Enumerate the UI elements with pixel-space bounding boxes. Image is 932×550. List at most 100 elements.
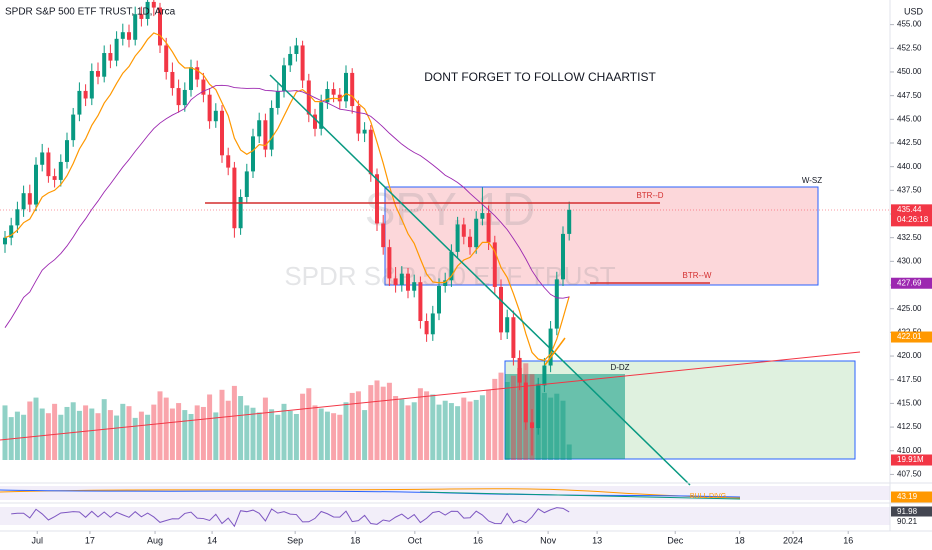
y-tick-label: 440.00 xyxy=(897,162,922,171)
volume-bar xyxy=(138,411,144,460)
candle-body xyxy=(356,106,361,134)
volume-bar xyxy=(498,372,504,460)
zone-label: BTR--W xyxy=(683,271,712,280)
price-tag xyxy=(891,204,932,227)
volume-bar xyxy=(424,391,430,460)
y-tick-label: 445.00 xyxy=(897,114,922,123)
y-tick-label: 417.50 xyxy=(897,375,922,384)
candle-body xyxy=(133,14,138,40)
candle-body xyxy=(40,152,45,165)
volume-bar xyxy=(486,389,492,460)
volume-bar xyxy=(306,388,312,460)
volume-bar xyxy=(492,378,498,460)
volume-bar xyxy=(393,396,399,460)
candle-body xyxy=(77,90,82,115)
candle-body xyxy=(170,71,175,89)
volume-bar xyxy=(504,382,510,460)
volume-bar xyxy=(169,408,175,460)
candle-body xyxy=(536,385,541,429)
candle-body xyxy=(3,237,7,245)
y-tick-label: 430.00 xyxy=(897,256,922,265)
candle-body xyxy=(362,129,367,134)
volume-bar xyxy=(430,394,436,460)
y-tick-label: 412.50 xyxy=(897,422,922,431)
volume-bar xyxy=(510,375,516,460)
candle-body xyxy=(499,286,503,333)
indicator-tag xyxy=(891,506,932,518)
candle-body xyxy=(127,32,131,40)
candle-body xyxy=(282,65,286,91)
volume-bar xyxy=(95,413,101,460)
ema-line xyxy=(4,32,570,361)
x-tick-label: 14 xyxy=(207,535,217,545)
candle-body xyxy=(226,155,231,168)
volume-bar xyxy=(114,415,120,460)
volume-bar xyxy=(176,403,182,460)
candle-body xyxy=(319,102,324,129)
candle-body xyxy=(251,136,255,172)
candle-body xyxy=(399,273,404,286)
volume-bar xyxy=(560,400,566,460)
volume-bar xyxy=(417,388,423,460)
volume-bar xyxy=(399,399,405,460)
y-tick-label: 437.50 xyxy=(897,185,922,194)
candle-body xyxy=(337,94,342,102)
volume-bar xyxy=(194,405,200,460)
volume-bar xyxy=(312,405,318,460)
volume-bar xyxy=(362,410,368,460)
y-tick-label: 420.00 xyxy=(897,351,922,360)
y-tick-label: 407.50 xyxy=(897,470,922,479)
candle-body xyxy=(412,282,417,291)
candle-body xyxy=(505,317,510,333)
volume-bar xyxy=(151,404,157,460)
candle-body xyxy=(182,89,187,106)
candle-body xyxy=(71,114,76,141)
candle-body xyxy=(21,193,26,210)
volume-bar xyxy=(76,410,82,460)
zone-label: BULL DIVG xyxy=(690,493,726,500)
candle-body xyxy=(517,357,522,383)
candle-body xyxy=(530,422,534,429)
x-tick-label: 13 xyxy=(592,535,602,545)
volume-bar xyxy=(269,409,275,460)
volume-bar xyxy=(2,405,8,460)
volume-bar xyxy=(324,411,330,460)
x-tick-label: 18 xyxy=(735,535,745,545)
candle-body xyxy=(523,382,528,423)
watermark: SPY, 1D xyxy=(365,183,535,235)
x-tick-label: 16 xyxy=(843,535,853,545)
volume-bar xyxy=(213,412,219,460)
candle-body xyxy=(46,152,51,177)
volume-bar xyxy=(238,396,244,460)
candle-body xyxy=(27,193,32,205)
candle-body xyxy=(263,120,268,150)
volume-bar xyxy=(436,404,442,460)
candle-body xyxy=(474,218,479,248)
volume-tag xyxy=(891,454,932,466)
volume-bar xyxy=(448,403,454,460)
volume-bar xyxy=(411,402,417,460)
candle-body xyxy=(548,328,553,366)
candle-body xyxy=(511,317,516,358)
candle-body xyxy=(139,14,144,19)
volume-bar xyxy=(182,410,188,460)
candle-body xyxy=(89,71,94,99)
volume-bar xyxy=(293,413,299,460)
candle-body xyxy=(561,233,565,280)
candle-body xyxy=(387,247,392,279)
candle-body xyxy=(83,90,88,99)
x-tick-label: 18 xyxy=(350,535,360,545)
volume-bar xyxy=(219,389,225,460)
volume-bar xyxy=(541,392,547,460)
volume-bar xyxy=(39,408,45,460)
candle-body xyxy=(257,120,262,137)
chart-title: SPDR S&P 500 ETF TRUST, 1D, Arca xyxy=(5,7,176,18)
candle-body xyxy=(418,282,423,322)
candle-body xyxy=(455,224,460,252)
zone-label: BTR--D xyxy=(636,191,663,200)
candle-body xyxy=(34,164,38,205)
y-tick-label: 425.00 xyxy=(897,304,922,313)
x-tick-label: Aug xyxy=(147,535,163,545)
volume-bar xyxy=(107,410,113,460)
x-tick-label: 2024 xyxy=(783,535,803,545)
